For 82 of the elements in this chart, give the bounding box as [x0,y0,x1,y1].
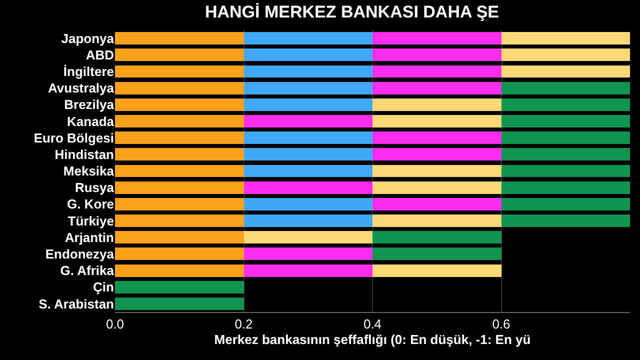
y-tick-label: Türkiye [68,213,114,228]
y-tick-label: G. Afrika [60,263,115,278]
bar [501,198,630,210]
bar [244,181,372,194]
bar [244,148,372,161]
y-tick-label: Endonezya [45,246,115,262]
bar [372,264,502,277]
y-tick-label: Japonya [61,30,115,46]
bar [115,297,244,310]
bar [501,132,630,144]
bar [244,115,372,128]
bar [501,181,630,194]
bar [372,214,502,227]
y-tick-label: G. Kore [67,196,114,212]
bar [115,164,244,178]
bar [501,164,630,178]
y-tick-label: Euro Bölgesi [34,130,114,146]
bar [244,214,372,227]
bar [244,164,372,178]
bar [372,181,502,194]
bar [244,198,372,210]
x-tick-label: 0.2 [234,316,253,332]
bar [115,32,244,45]
bar [115,148,244,161]
bar [501,65,630,78]
bar [115,198,244,210]
bar [115,65,244,78]
bar [372,231,502,244]
x-tick-label: 0.6 [492,316,510,332]
bar [244,65,372,78]
y-tick-label: Hindistan [54,146,114,162]
bar [372,132,502,144]
bar [372,48,502,62]
bar [115,82,244,94]
bar [372,164,502,178]
chart-title: HANGİ MERKEZ BANKASI DAHA ŞE [204,2,500,22]
bar [244,248,372,260]
bar [244,32,372,45]
y-tick-label: Meksika [63,164,115,179]
bar [372,82,502,94]
y-tick-label: S. Arabistan [38,296,114,312]
x-axis-title: Merkez bankasının şeffaflığı (0: En düşük, -1: En yü [214,332,531,348]
bar [372,198,502,210]
y-tick-label: Brezilya [64,97,115,112]
bar [115,115,244,128]
bar [372,248,502,260]
bar [501,148,630,161]
bar [115,214,244,227]
bar [115,98,244,111]
bar [115,132,244,144]
bar [244,231,372,244]
y-tick-label: Rusya [74,180,115,196]
y-tick-label: Arjantin [64,230,114,245]
bar [244,264,372,277]
bar [501,82,630,94]
bar [501,32,630,45]
bar [115,248,244,260]
bar [244,98,372,111]
bar [244,132,372,144]
bar [372,115,502,128]
bar [115,264,244,277]
x-tick-label: 0.0 [106,316,124,332]
bar [501,48,630,62]
y-tick-label: Avustralya [48,80,115,96]
bar [115,48,244,62]
bar [372,32,502,45]
bar [115,280,244,294]
bar [372,148,502,161]
bar [372,65,502,78]
x-tick-label: 0.4 [363,316,382,332]
bar [501,214,630,227]
bar [501,98,630,111]
bar [501,115,630,128]
y-tick-label: İngiltere [63,64,114,80]
bar [115,181,244,194]
bar [115,231,244,244]
bar [372,98,502,111]
y-tick-label: Kanada [67,114,115,129]
y-tick-label: ABD [86,47,114,62]
bar [244,48,372,62]
y-tick-label: Çin [93,280,114,295]
bar [244,82,372,94]
